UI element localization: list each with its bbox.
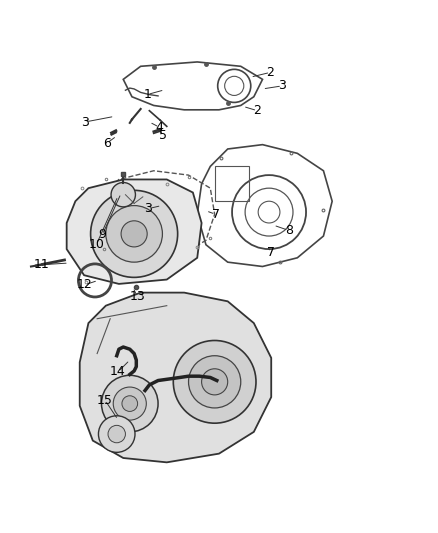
Text: 11: 11: [34, 259, 49, 271]
Polygon shape: [80, 293, 271, 462]
Text: 2: 2: [253, 104, 261, 117]
Circle shape: [91, 190, 178, 277]
Text: 3: 3: [81, 116, 89, 128]
Circle shape: [106, 206, 162, 262]
Text: 14: 14: [110, 365, 126, 378]
Text: 13: 13: [129, 289, 145, 303]
Text: 15: 15: [97, 393, 113, 407]
Text: 7: 7: [267, 246, 275, 259]
Text: 9: 9: [99, 228, 106, 241]
Text: 5: 5: [159, 130, 167, 142]
Polygon shape: [67, 180, 201, 284]
Circle shape: [201, 369, 228, 395]
Text: 3: 3: [278, 79, 286, 92]
Circle shape: [102, 375, 158, 432]
Text: 1: 1: [143, 88, 151, 101]
Circle shape: [108, 425, 125, 443]
Text: 3: 3: [145, 202, 152, 215]
Text: 6: 6: [103, 137, 111, 150]
Circle shape: [113, 387, 146, 420]
Circle shape: [99, 416, 135, 453]
Text: 10: 10: [88, 238, 104, 251]
Text: 7: 7: [212, 208, 219, 221]
Text: 8: 8: [285, 224, 293, 237]
Circle shape: [122, 396, 138, 411]
Circle shape: [188, 356, 241, 408]
Circle shape: [111, 182, 135, 207]
Text: 12: 12: [77, 278, 93, 291]
Text: 4: 4: [155, 121, 163, 134]
Circle shape: [121, 221, 147, 247]
Circle shape: [173, 341, 256, 423]
Text: 2: 2: [266, 66, 274, 79]
